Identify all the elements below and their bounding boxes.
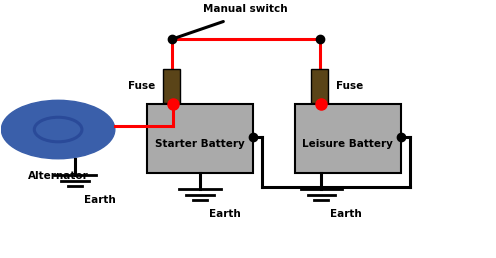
Text: Starter Battery: Starter Battery [155, 139, 245, 149]
Text: Earth: Earth [330, 208, 362, 219]
Text: Earth: Earth [84, 195, 116, 205]
Bar [147, 104, 253, 173]
Text: Manual switch: Manual switch [203, 4, 288, 14]
Text: Fuse: Fuse [128, 81, 155, 91]
Text: Earth: Earth [209, 208, 241, 219]
Text: Alternator: Alternator [28, 172, 88, 181]
Bar [295, 104, 401, 173]
Text: Leisure Battery: Leisure Battery [303, 139, 393, 149]
Circle shape [1, 100, 115, 159]
Bar [310, 69, 328, 103]
Text: Fuse: Fuse [336, 81, 363, 91]
Bar [163, 69, 181, 103]
